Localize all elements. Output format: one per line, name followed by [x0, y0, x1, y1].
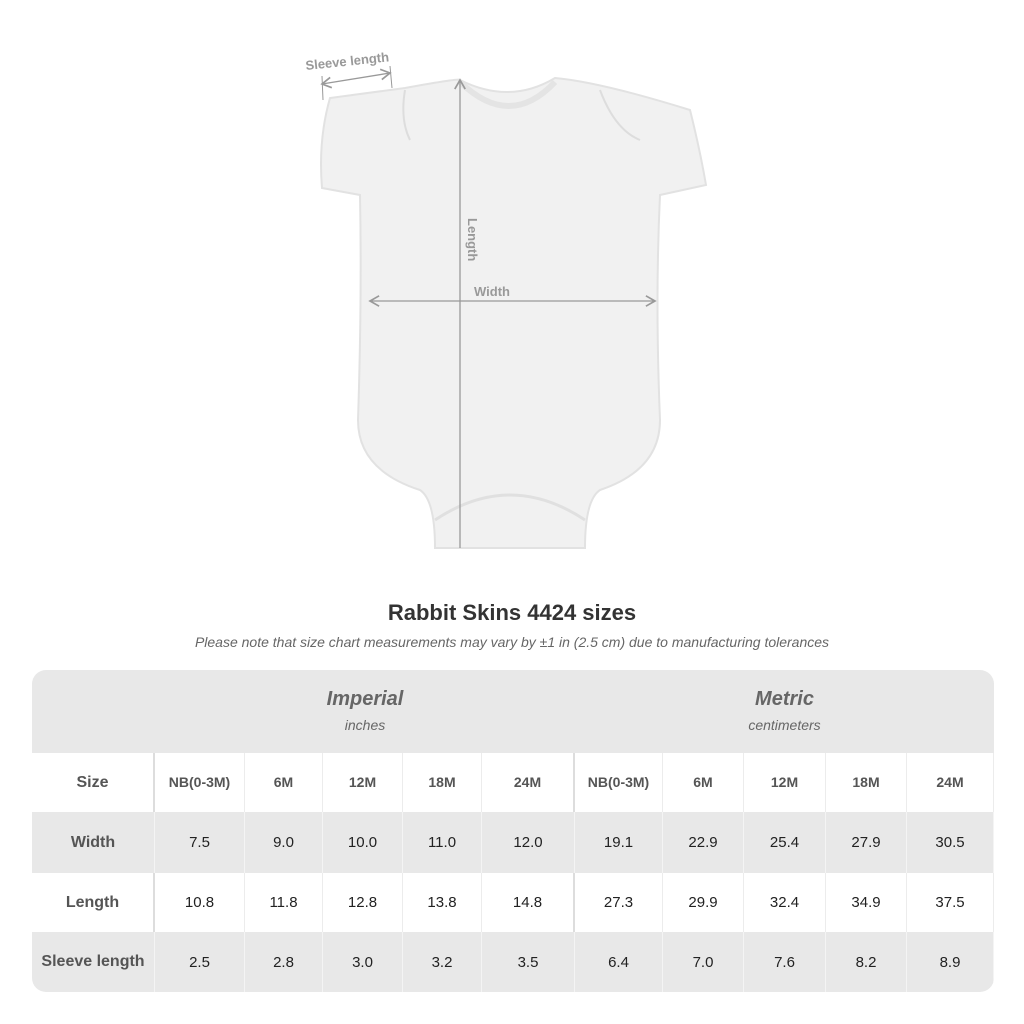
- size-name: 18M: [428, 774, 456, 790]
- row-label: Sleeve length: [32, 932, 155, 992]
- size-name: 12M: [770, 774, 799, 790]
- imperial-size-header: 18M: [403, 753, 482, 812]
- table-row: Length 10.8 11.8 12.8 13.8 14.8 27.3 29.9 32.4 34…: [32, 873, 994, 932]
- size-name: (0-3M): [608, 774, 650, 790]
- metric-group: Metric centimeters: [575, 670, 994, 753]
- size-name: NB: [587, 774, 608, 790]
- size-name: 12M: [348, 774, 377, 790]
- metric-value: 6.4: [575, 932, 663, 992]
- size-name: 6M: [273, 774, 294, 790]
- length-label: Length: [465, 218, 480, 261]
- imperial-size-header: 6M: [245, 753, 323, 812]
- imperial-value: 11.8: [245, 873, 323, 932]
- size-name: (0-3M): [189, 774, 231, 790]
- sleeve-arrow: [320, 68, 392, 89]
- page-title: Rabbit Skins 4424 sizes: [387, 600, 637, 625]
- metric-value: 7.6: [744, 932, 826, 992]
- imperial-value: 9.0: [245, 812, 323, 873]
- imperial-value: 12.0: [482, 812, 575, 873]
- size-name: 24M: [513, 774, 542, 790]
- imperial-value: 14.8: [482, 873, 575, 932]
- metric-heading: Metric: [755, 688, 814, 710]
- metric-value: 29.9: [663, 873, 744, 932]
- metric-size-header: 24M: [907, 753, 994, 812]
- width-label: Width: [474, 284, 510, 299]
- imperial-heading: Imperial: [326, 688, 404, 710]
- imperial-size-header: 12M: [323, 753, 403, 812]
- row-label: Width: [32, 812, 155, 873]
- metric-value: 22.9: [663, 812, 744, 873]
- imperial-value: 7.5: [155, 812, 245, 873]
- size-name: 24M: [936, 774, 964, 790]
- imperial-size-header: 24M: [482, 753, 575, 812]
- metric-value: 25.4: [744, 812, 826, 873]
- metric-value: 8.2: [826, 932, 907, 992]
- imperial-value: 3.2: [403, 932, 482, 992]
- metric-unit: centimeters: [748, 717, 821, 733]
- metric-value: 34.9: [826, 873, 907, 932]
- tolerance-note: Please note that size chart measurements…: [194, 634, 830, 650]
- imperial-value: 3.5: [482, 932, 575, 992]
- metric-value: 27.3: [575, 873, 663, 932]
- size-header-row: Size NB (0-3M) 6M 12M 18M 24M NB (0-3M) 6M 12M 18M 2…: [32, 753, 994, 812]
- imperial-value: 2.8: [245, 932, 323, 992]
- metric-value: 27.9: [826, 812, 907, 873]
- metric-value: 7.0: [663, 932, 744, 992]
- imperial-size-header: NB (0-3M): [155, 753, 245, 812]
- imperial-value: 10.0: [323, 812, 403, 873]
- imperial-value: 11.0: [403, 812, 482, 873]
- onesie-illustration: Sleeve length Length Width: [305, 49, 708, 549]
- unit-header-band: [32, 670, 994, 753]
- size-table: Imperial inches Metric centimeters Size N…: [32, 670, 994, 992]
- table-row: Width 7.5 9.0 10.0 11.0 12.0 19.1 22.9 25.4 27.9 3…: [32, 812, 994, 873]
- metric-value: 19.1: [575, 812, 663, 873]
- imperial-value: 12.8: [323, 873, 403, 932]
- metric-size-header: 18M: [826, 753, 907, 812]
- metric-size-header: NB (0-3M): [575, 753, 663, 812]
- metric-size-header: 6M: [663, 753, 744, 812]
- imperial-value: 13.8: [403, 873, 482, 932]
- metric-value: 32.4: [744, 873, 826, 932]
- metric-value: 8.9: [907, 932, 994, 992]
- metric-value: 30.5: [907, 812, 994, 873]
- sleeve-label: Sleeve length: [305, 49, 390, 73]
- table-row: Sleeve length 2.5 2.8 3.0 3.2 3.5 6.4 7.0 7.6 8.2…: [32, 932, 994, 992]
- metric-size-header: 12M: [744, 753, 826, 812]
- metric-value: 37.5: [907, 873, 994, 932]
- size-label: Size: [32, 753, 155, 812]
- imperial-unit: inches: [344, 717, 386, 733]
- imperial-value: 10.8: [155, 873, 245, 932]
- onesie-body: [320, 76, 708, 549]
- imperial-value: 3.0: [323, 932, 403, 992]
- imperial-group: Imperial inches: [155, 670, 575, 753]
- imperial-value: 2.5: [155, 932, 245, 992]
- size-name: NB: [168, 774, 189, 790]
- row-label: Length: [32, 873, 155, 932]
- size-name: 18M: [852, 774, 880, 790]
- size-name: 6M: [693, 774, 713, 790]
